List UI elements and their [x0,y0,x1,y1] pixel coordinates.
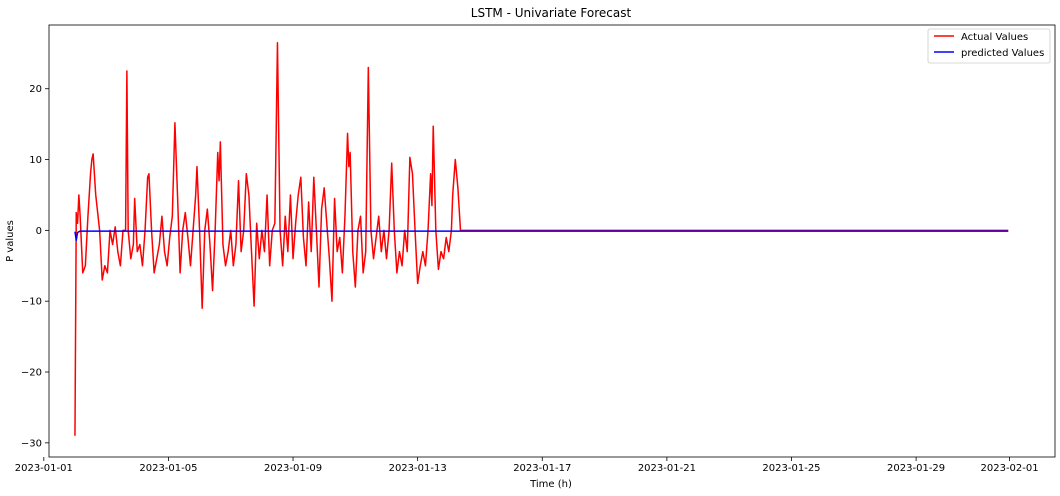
x-tick-label: 2023-01-01 [15,463,73,474]
x-tick-label: 2023-01-21 [638,463,696,474]
x-tick-label: 2023-02-01 [981,463,1039,474]
y-axis-title: P values [5,220,16,262]
x-axis-title: Time (h) [529,479,572,490]
plot-frame [48,24,1056,458]
y-axis: −30 −20 −10 0 10 20 [21,84,49,449]
series-line-actual [74,41,1009,436]
x-tick-label: 2023-01-17 [513,463,571,474]
y-tick-label: −20 [21,368,42,379]
x-tick-label: 2023-01-05 [139,463,197,474]
x-tick-label: 2023-01-13 [389,463,447,474]
chart-title: LSTM - Univariate Forecast [471,6,632,20]
x-tick-label: 2023-01-29 [887,463,945,474]
legend: Actual Values predicted Values [927,28,1051,64]
legend-label-predicted: predicted Values [961,48,1044,59]
plot-area [74,41,1009,436]
legend-label-actual: Actual Values [961,32,1028,43]
legend-box [927,28,1051,64]
series-line-predicted [74,230,1009,242]
x-axis: 2023-01-01 2023-01-05 2023-01-09 2023-01-13… [15,457,1039,474]
y-tick-label: 20 [29,84,42,95]
y-tick-label: 10 [29,155,42,166]
x-tick-label: 2023-01-09 [264,463,322,474]
y-tick-label: 0 [36,226,42,237]
x-tick-label: 2023-01-25 [762,463,820,474]
y-tick-label: −30 [21,438,42,449]
y-tick-label: −10 [21,297,42,308]
